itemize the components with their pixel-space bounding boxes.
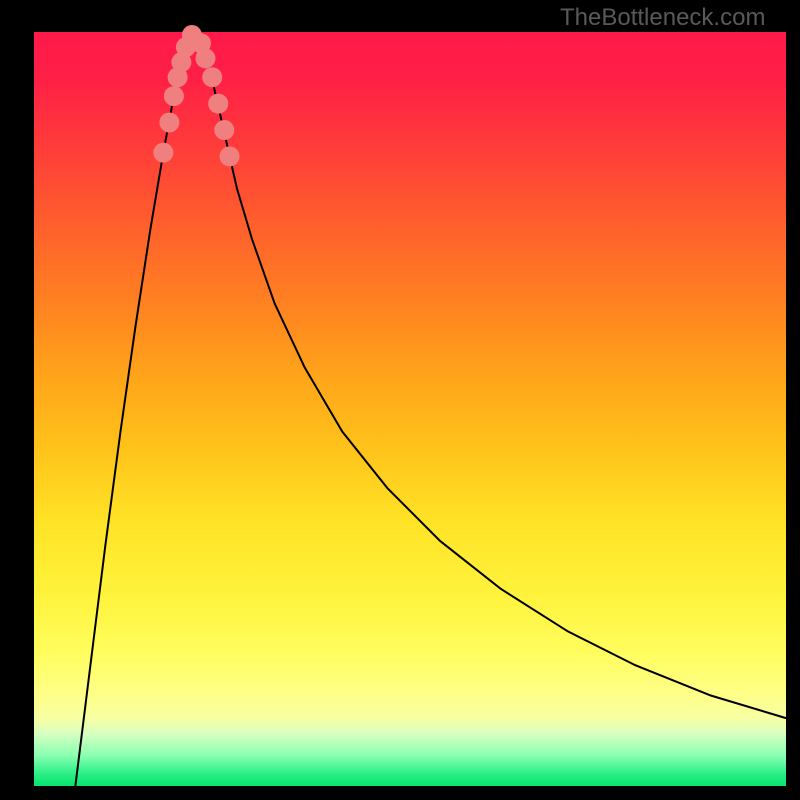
data-marker <box>195 48 215 68</box>
plot-area <box>34 32 786 786</box>
curve <box>194 32 786 718</box>
data-marker <box>208 94 228 114</box>
curve <box>75 32 194 786</box>
data-marker <box>202 67 222 87</box>
data-marker <box>164 86 184 106</box>
data-marker <box>153 143 173 163</box>
chart-container: TheBottleneck.com <box>0 0 800 800</box>
watermark-text: TheBottleneck.com <box>560 4 765 32</box>
data-marker <box>159 112 179 132</box>
data-marker <box>214 120 234 140</box>
data-marker <box>220 146 240 166</box>
curves-layer <box>34 32 786 786</box>
